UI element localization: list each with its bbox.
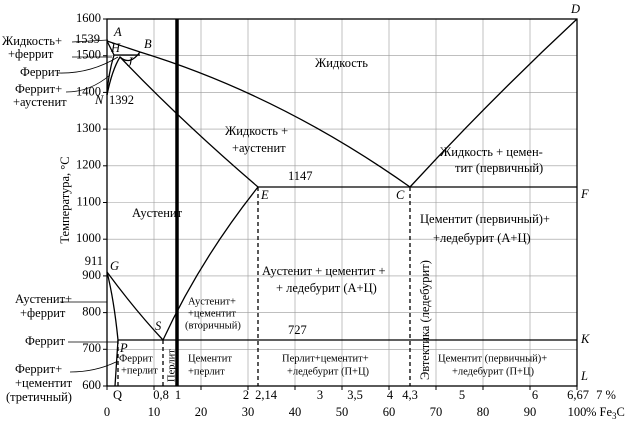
region-label: Эвтектика (ледебурит) [418, 260, 432, 380]
temperature-label: 1147 [288, 169, 313, 183]
region-label: Цементит (первичный)+ [438, 353, 547, 364]
y-tick-label: 1400 [76, 84, 101, 98]
region-label: +перлит [188, 366, 225, 377]
y-tick-label: 900 [82, 268, 101, 282]
region-label: + ледебурит (А+Ц) [276, 281, 377, 295]
region-label: Цементит (первичный)+ [420, 212, 550, 226]
point-label: S [155, 319, 162, 333]
y-axis-title: Температура, °C [58, 156, 72, 243]
x-tick-label: 80 [477, 405, 490, 419]
region-label: +ледебурит (П+Ц) [452, 366, 535, 377]
region-label: Аустенит+ [15, 292, 72, 306]
unit-end: C [617, 405, 625, 419]
region-label: Жидкость [315, 56, 368, 70]
carbon-tick-label: 0,8 [153, 388, 169, 402]
temperature-label: 727 [288, 323, 307, 337]
point-label: B [144, 37, 152, 51]
carbon-tick-label: 6 [532, 388, 538, 402]
carbon-tick-label: 2 [243, 388, 249, 402]
point-label: A [113, 25, 122, 39]
carbon-tick-label: 4 [387, 388, 394, 402]
y-tick-label: 1500 [76, 48, 101, 62]
x-tick-label: 60 [383, 405, 396, 419]
carbon-tick-label: 1 [175, 388, 181, 402]
region-label: Жидкость+ [2, 34, 62, 48]
region-label: (третичный) [6, 390, 72, 404]
carbon-tick-label: 2,14 [255, 388, 278, 402]
temperature-label: 911 [85, 254, 103, 268]
point-label: J [127, 55, 134, 69]
region-label: Феррит [25, 334, 66, 348]
region-label: +перлит [121, 365, 158, 376]
region-label: +аустенит [13, 95, 67, 109]
y-tick-label: 1600 [76, 11, 101, 25]
x-tick-label: 90 [524, 405, 537, 419]
region-label: +феррит [8, 47, 54, 61]
region-label: Жидкость + [225, 124, 288, 138]
region-label: +цементит [15, 376, 73, 390]
region-label: +цементит [188, 308, 236, 319]
point-label: H [110, 41, 121, 55]
point-label: P [119, 341, 128, 355]
carbon-tick-label: 5 [459, 388, 465, 402]
region-label: Аустенит+ [188, 296, 236, 307]
point-label: Q [113, 388, 122, 402]
region-label: Феррит [20, 65, 61, 79]
y-tick-label: 1000 [76, 231, 101, 245]
region-label: +ледебурит (А+Ц) [433, 231, 531, 245]
pointer [57, 39, 119, 373]
y-tick-label: 1300 [76, 121, 101, 135]
phase-lines [106, 18, 578, 387]
grid [107, 19, 577, 386]
region-label: Аустенит [132, 206, 183, 220]
point-label: C [396, 188, 405, 202]
carbon-tick-label: 4,3 [402, 388, 418, 402]
point-label: K [580, 332, 590, 346]
ticks: 1600150014001300120011001000900800700600… [76, 11, 616, 419]
point-label: G [110, 259, 119, 273]
region-label: +аустенит [232, 141, 286, 155]
y-tick-label: 800 [82, 304, 101, 318]
temperature-label: 1392 [109, 93, 134, 107]
y-tick-label: 700 [82, 341, 101, 355]
point-label: E [260, 188, 269, 202]
region-label: Цементит [188, 353, 232, 364]
x-tick-label: 0 [104, 405, 110, 419]
x-tick-label: 100 [568, 405, 587, 419]
x-tick-label: 10 [148, 405, 161, 419]
x-tick-label: 30 [242, 405, 255, 419]
y-tick-label: 600 [82, 378, 101, 392]
region-label: Перлит [166, 349, 177, 382]
region-label: +феррит [20, 306, 66, 320]
point-label: D [570, 2, 580, 16]
x-tick-label: 20 [195, 405, 208, 419]
region-label: Феррит [119, 353, 153, 364]
temperature-label: 1539 [75, 32, 100, 46]
y-tick-label: 1200 [76, 158, 101, 172]
region-label: тит (первичный) [455, 161, 543, 175]
point-label: N [94, 93, 104, 107]
region-label: Феррит+ [15, 362, 62, 376]
carbon-tick-label: 7 % [596, 388, 616, 402]
point-label: L [580, 369, 588, 383]
region-label: (вторичный) [185, 320, 241, 331]
region-label: +ледебурит (П+Ц) [287, 366, 370, 377]
carbon-tick-label: 3 [317, 388, 323, 402]
unit-sub: 3 [612, 411, 617, 421]
point-label: F [580, 187, 589, 201]
region-label: Перлит+цементит+ [282, 353, 369, 364]
y-tick-label: 1100 [76, 194, 101, 208]
carbon-tick-label: 3,5 [347, 388, 363, 402]
region-label: Аустенит + цементит + [262, 264, 386, 278]
region-label: Жидкость + цемен- [440, 145, 543, 159]
carbon-tick-label: 6,67 [567, 388, 589, 402]
x-tick-label: 70 [430, 405, 443, 419]
unit: % Fe [586, 405, 612, 419]
x-axis-unit: % Fe3C [586, 405, 625, 421]
x-tick-label: 50 [336, 405, 349, 419]
x-tick-label: 40 [289, 405, 302, 419]
region-label: Феррит+ [15, 82, 62, 96]
